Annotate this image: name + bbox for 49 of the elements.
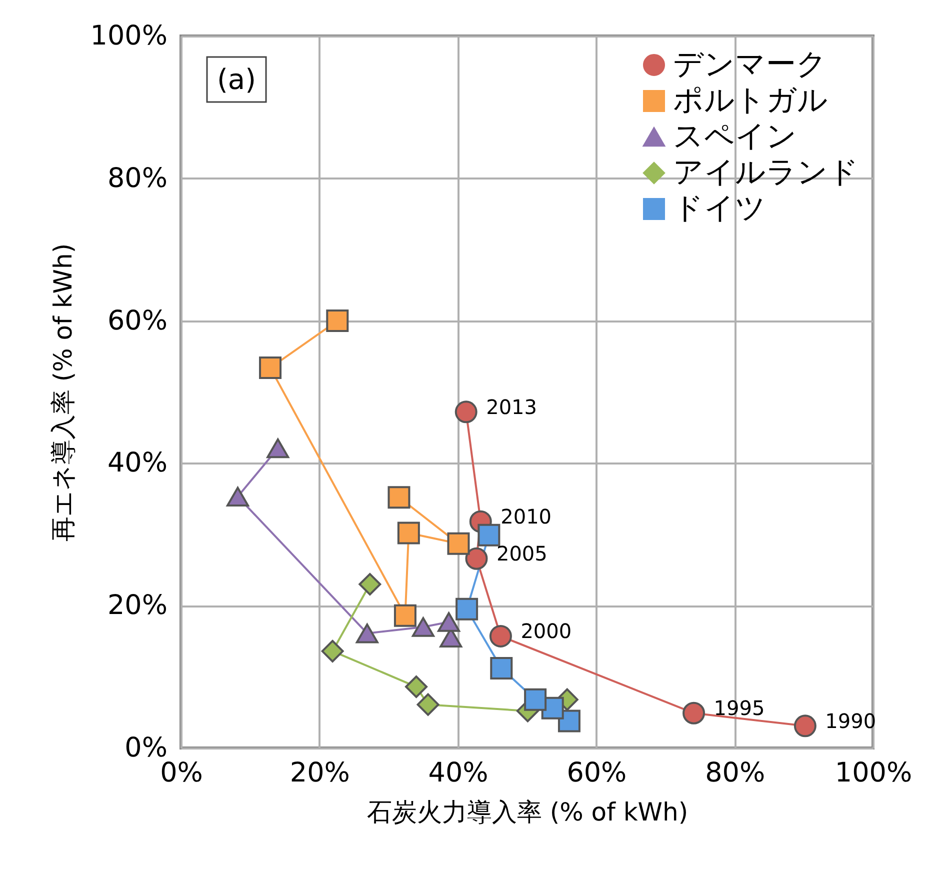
legend-label: アイルランド — [673, 155, 859, 190]
point — [226, 486, 249, 507]
y-tick-label: 100% — [90, 20, 168, 52]
point — [412, 617, 434, 637]
point — [321, 640, 344, 662]
point — [416, 693, 440, 716]
y-tick-label: 20% — [107, 590, 168, 622]
point — [456, 598, 478, 620]
y-axis-title: 再エネ導入率 (% of kWh) — [48, 243, 78, 542]
x-tick-label: 100% — [834, 758, 912, 788]
y-tick-label: 80% — [107, 162, 168, 194]
x-tick-label: 40% — [428, 758, 488, 788]
point — [447, 532, 470, 555]
point — [259, 356, 282, 380]
point — [326, 310, 349, 332]
point — [266, 438, 290, 458]
legend-label: スペイン — [673, 119, 797, 154]
annotation: 1990 — [825, 708, 876, 733]
point — [394, 604, 416, 627]
y-tick-label: 40% — [107, 448, 168, 479]
annotation: 1995 — [714, 696, 765, 720]
point — [397, 522, 420, 544]
annotation: (a) — [217, 63, 256, 96]
point — [489, 624, 512, 648]
legend-label: デンマーク — [673, 47, 827, 82]
point — [356, 623, 378, 644]
x-tick-label: 60% — [566, 758, 627, 788]
annotation: 2000 — [520, 619, 572, 644]
point — [454, 400, 478, 424]
point — [465, 547, 488, 570]
point — [490, 657, 513, 680]
legend-label: ドイツ — [673, 191, 766, 226]
y-tick-label: 60% — [107, 305, 168, 336]
point — [438, 612, 460, 632]
legend-label: ポルトガル — [673, 83, 828, 118]
x-tick-label: 20% — [290, 758, 350, 788]
x-tick-label: 0% — [160, 758, 203, 788]
point — [524, 688, 547, 711]
point — [405, 676, 428, 698]
x-tick-label: 80% — [705, 758, 766, 788]
point — [388, 486, 410, 509]
annotation: 2010 — [500, 504, 552, 529]
point — [358, 572, 382, 596]
point — [794, 714, 816, 738]
x-axis-title: 石炭火力導入率 (% of kWh) — [366, 798, 688, 826]
annotation: 2005 — [496, 542, 548, 566]
annotation: 2013 — [486, 394, 538, 419]
point — [478, 524, 500, 546]
point — [682, 702, 706, 724]
